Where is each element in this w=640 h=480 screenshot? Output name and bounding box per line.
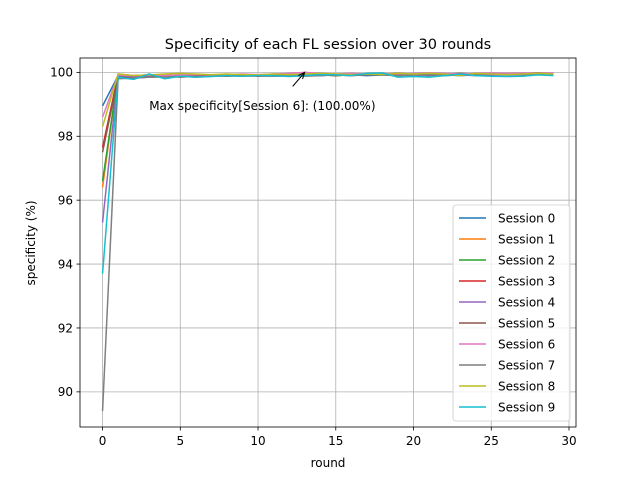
y-axis-label: specificity (%) <box>24 200 38 285</box>
legend-label: Session 4 <box>498 295 555 309</box>
x-tick-label: 20 <box>406 434 421 448</box>
x-tick-label: 15 <box>328 434 343 448</box>
legend-label: Session 1 <box>498 232 555 246</box>
x-axis-label: round <box>311 456 346 470</box>
annotation-text: Max specificity[Session 6]: (100.00%) <box>149 99 375 113</box>
x-tick-label: 0 <box>99 434 107 448</box>
x-tick-label: 5 <box>176 434 184 448</box>
legend-label: Session 8 <box>498 379 555 393</box>
legend-label: Session 9 <box>498 400 555 414</box>
axis-ticks: 0 5 10 15 20 25 30 90 92 94 96 98 100 <box>50 66 577 448</box>
x-tick-label: 10 <box>250 434 265 448</box>
y-tick-label: 98 <box>58 130 73 144</box>
series-lines <box>101 71 554 412</box>
plot-area-frame <box>79 57 577 428</box>
chart-title: Specificity of each FL session over 30 r… <box>165 37 491 53</box>
max-annotation: Max specificity[Session 6]: (100.00%) <box>149 71 376 113</box>
series-line-session-8 <box>101 72 554 127</box>
series-line-session-2 <box>101 73 554 182</box>
y-tick-label: 94 <box>58 257 73 271</box>
y-tick-label: 90 <box>58 385 73 399</box>
y-tick-label: 96 <box>58 193 73 207</box>
legend-label: Session 0 <box>498 211 555 225</box>
legend-label: Session 5 <box>498 316 555 330</box>
annotation-arrow-shaft <box>292 72 306 87</box>
x-tick-label: 30 <box>561 434 576 448</box>
series-line-session-9 <box>101 72 554 274</box>
y-tick-label: 92 <box>58 321 73 335</box>
legend-label: Session 3 <box>498 274 555 288</box>
legend: Session 0 Session 1 Session 2 Session 3 Sess… <box>452 204 571 422</box>
legend-label: Session 2 <box>498 253 555 267</box>
legend-label: Session 6 <box>498 337 555 351</box>
y-tick-label: 100 <box>50 66 73 80</box>
legend-label: Session 7 <box>498 358 555 372</box>
legend-box <box>452 204 571 422</box>
x-tick-label: 25 <box>484 434 499 448</box>
annotation-arrow-head <box>298 71 306 80</box>
series-line-session-1 <box>101 72 554 188</box>
